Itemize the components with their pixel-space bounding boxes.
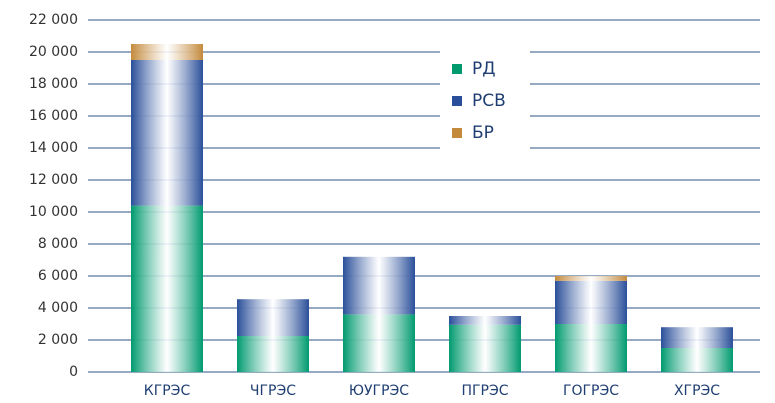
bar-segment bbox=[131, 205, 203, 372]
y-tick-label: 18 000 bbox=[29, 76, 78, 92]
bar-segment bbox=[449, 316, 521, 325]
y-tick-label: 20 000 bbox=[29, 44, 78, 60]
y-tick-label: 22 000 bbox=[29, 12, 78, 28]
bar-segment bbox=[237, 299, 309, 336]
bar-segment bbox=[555, 324, 627, 372]
x-tick-label: ГОГРЭС bbox=[563, 383, 619, 399]
bar-segment bbox=[131, 60, 203, 206]
y-tick-label: 10 000 bbox=[29, 204, 78, 220]
legend-swatch bbox=[452, 128, 462, 138]
bar-segment bbox=[555, 280, 627, 324]
y-tick-label: 0 bbox=[69, 364, 78, 380]
legend-swatch bbox=[452, 96, 462, 106]
x-tick-label: КГРЭС bbox=[144, 383, 191, 399]
legend-label: РД bbox=[472, 59, 496, 79]
y-tick-label: 14 000 bbox=[29, 140, 78, 156]
x-tick-label: ХГРЭС bbox=[674, 383, 720, 399]
bar-segment bbox=[449, 324, 521, 372]
y-tick-label: 8 000 bbox=[38, 236, 78, 252]
y-tick-label: 6 000 bbox=[38, 268, 78, 284]
bar-segment bbox=[343, 256, 415, 315]
bar-segment bbox=[661, 348, 733, 372]
y-tick-label: 12 000 bbox=[29, 172, 78, 188]
bar-segment bbox=[131, 44, 203, 60]
bar-segment bbox=[343, 314, 415, 372]
legend-label: РСВ bbox=[472, 91, 506, 111]
x-tick-label: ЮУГРЭС bbox=[349, 383, 409, 399]
legend-label: БР bbox=[472, 123, 494, 143]
y-tick-label: 2 000 bbox=[38, 332, 78, 348]
bar-segment bbox=[237, 336, 309, 372]
x-tick-label: ЧГРЭС bbox=[250, 383, 296, 399]
x-tick-label: ПГРЭС bbox=[461, 383, 508, 399]
bar-segment bbox=[555, 276, 627, 281]
y-tick-label: 4 000 bbox=[38, 300, 78, 316]
y-tick-label: 16 000 bbox=[29, 108, 78, 124]
legend-swatch bbox=[452, 64, 462, 74]
bar-segment bbox=[661, 327, 733, 348]
